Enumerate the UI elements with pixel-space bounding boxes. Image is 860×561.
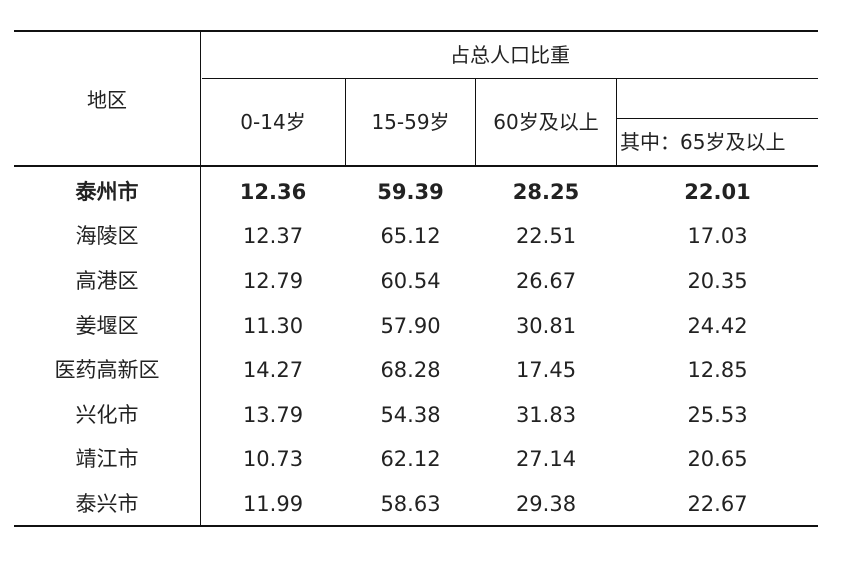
row-value-cell: 59.39 (377, 179, 444, 204)
header-group: 占总人口比重 (450, 43, 570, 67)
row-region-cell: 高港区 (75, 268, 139, 293)
row-value-cell: 11.30 (242, 313, 304, 338)
row-value-cell: 10.73 (242, 447, 304, 472)
row-value-cell: 24.42 (687, 313, 748, 338)
row-region-cell: 泰州市 (75, 179, 139, 204)
row-value-cell: 22.51 (515, 224, 577, 249)
row-value-cell: 30.81 (515, 313, 577, 338)
rule-col1-divider (345, 78, 346, 166)
header-age-15-59: 15-59岁 (371, 110, 450, 134)
row-value-cell: 26.67 (515, 268, 577, 293)
row-value-cell: 25.53 (687, 402, 748, 427)
row-region-cell: 兴化市 (75, 402, 139, 427)
row-value-cell: 29.38 (515, 491, 577, 516)
header-age-60-plus: 60岁及以上 (493, 110, 599, 134)
row-value-cell: 20.65 (687, 447, 748, 472)
row-value-cell: 14.27 (242, 358, 304, 383)
row-value-cell: 12.85 (687, 358, 748, 383)
row-value-cell: 13.79 (242, 402, 304, 427)
rule-region-divider (200, 31, 201, 526)
rule-bottom (14, 525, 818, 527)
row-region-cell: 泰兴市 (75, 491, 139, 516)
rule-sub65-top (617, 118, 818, 119)
row-value-cell: 54.38 (380, 402, 441, 427)
row-value-cell: 17.45 (515, 358, 577, 383)
row-region-cell: 姜堰区 (75, 313, 139, 338)
rule-col3-divider (616, 78, 617, 166)
row-value-cell: 65.12 (380, 224, 441, 249)
header-age-65-plus: 其中：65岁及以上 (620, 130, 786, 154)
row-region-cell: 海陵区 (75, 224, 139, 249)
row-region-cell: 医药高新区 (54, 358, 160, 383)
row-value-cell: 20.35 (687, 268, 748, 293)
row-value-cell: 62.12 (380, 447, 441, 472)
rule-group-under (202, 78, 818, 79)
header-age-0-14: 0-14岁 (240, 110, 306, 134)
row-value-cell: 12.37 (242, 224, 304, 249)
rule-header-bottom (14, 165, 818, 167)
row-value-cell: 60.54 (380, 268, 441, 293)
rule-col2-divider (475, 78, 476, 166)
row-value-cell: 12.79 (242, 268, 304, 293)
row-value-cell: 57.90 (380, 313, 441, 338)
row-value-cell: 22.01 (684, 179, 751, 204)
row-value-cell: 28.25 (512, 179, 580, 204)
row-value-cell: 68.28 (380, 358, 441, 383)
row-value-cell: 31.83 (515, 402, 577, 427)
row-value-cell: 27.14 (515, 447, 577, 472)
row-value-cell: 22.67 (687, 491, 748, 516)
row-region-cell: 靖江市 (75, 447, 139, 472)
row-value-cell: 58.63 (380, 491, 441, 516)
header-region: 地区 (87, 88, 127, 112)
rule-top (14, 30, 818, 32)
row-value-cell: 11.99 (242, 491, 304, 516)
row-value-cell: 17.03 (687, 224, 748, 249)
row-value-cell: 12.36 (239, 179, 307, 204)
